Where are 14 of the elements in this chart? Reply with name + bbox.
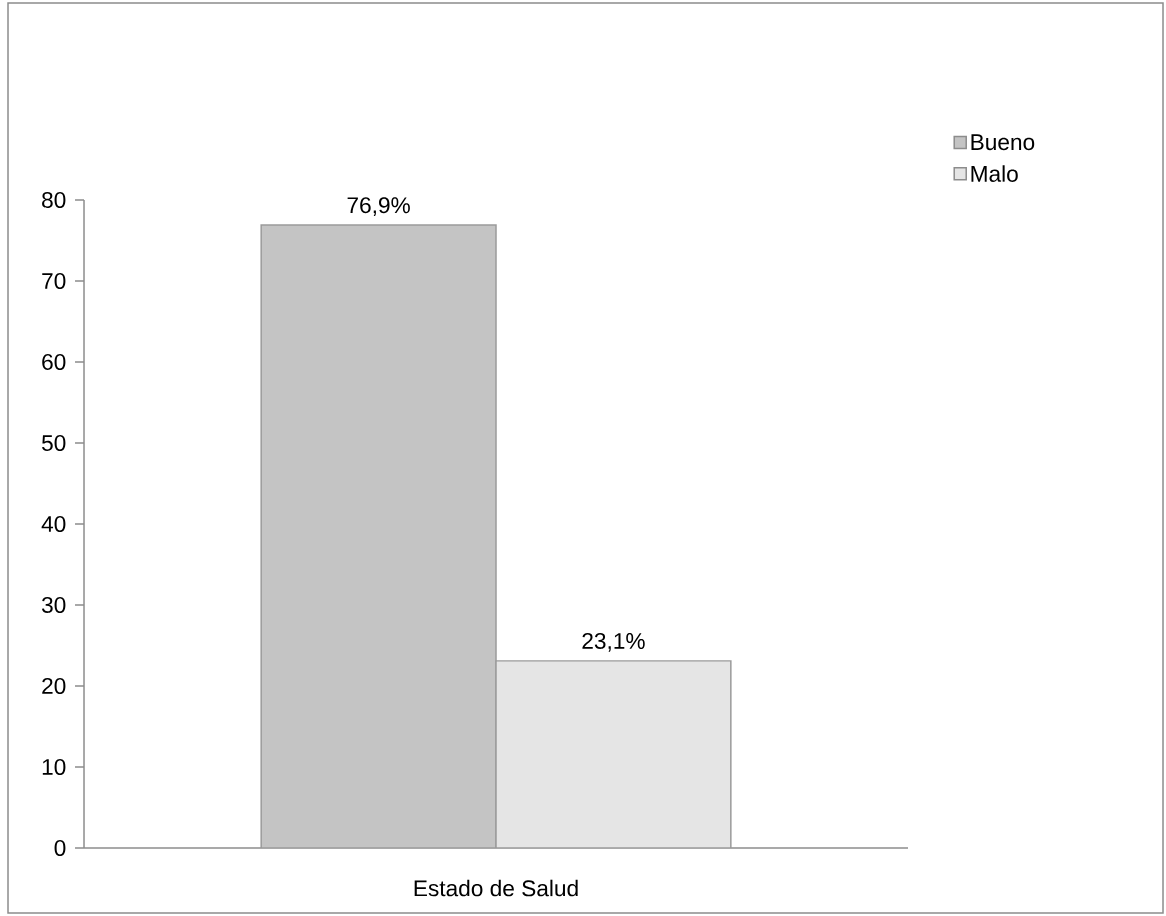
data-label: 23,1% [582,632,645,652]
x-tick-label: Estado de Salud [414,879,578,897]
y-tick-label: 30 [41,596,66,614]
legend-label: Malo [971,165,1018,182]
data-label: 76,9% [347,197,410,216]
y-tick-label: 60 [42,353,66,371]
y-tick-label: 70 [42,272,66,290]
y-tick-label: 40 [41,515,66,533]
y-tick-label: 20 [42,677,66,695]
y-tick-label: 50 [41,434,66,452]
y-tick-label: 10 [42,758,66,776]
legend-label: Bueno [971,134,1035,151]
y-tick-label: 80 [42,191,66,209]
y-tick-label: 0 [54,839,66,857]
